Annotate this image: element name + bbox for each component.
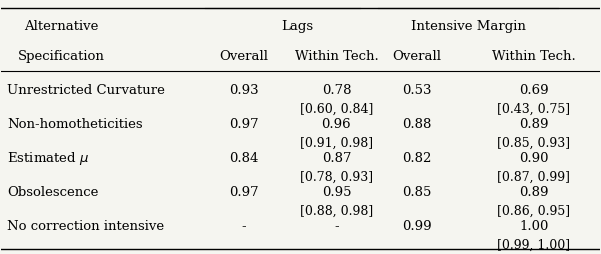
Text: Within Tech.: Within Tech.	[294, 50, 378, 63]
Text: [0.43, 0.75]: [0.43, 0.75]	[497, 103, 570, 116]
Text: 0.97: 0.97	[229, 118, 258, 131]
Text: Unrestricted Curvature: Unrestricted Curvature	[7, 84, 165, 97]
Text: [0.87, 0.99]: [0.87, 0.99]	[497, 170, 570, 183]
Text: Overall: Overall	[219, 50, 268, 63]
Text: Non-homotheticities: Non-homotheticities	[7, 118, 143, 131]
Text: [0.86, 0.95]: [0.86, 0.95]	[497, 204, 570, 217]
Text: Specification: Specification	[18, 50, 105, 63]
Text: Overall: Overall	[392, 50, 442, 63]
Text: [0.91, 0.98]: [0.91, 0.98]	[300, 136, 373, 149]
Text: Within Tech.: Within Tech.	[492, 50, 576, 63]
Text: 0.82: 0.82	[403, 152, 432, 165]
Text: No correction intensive: No correction intensive	[7, 219, 165, 232]
Text: 0.87: 0.87	[322, 152, 351, 165]
Text: Estimated $\mu$: Estimated $\mu$	[7, 150, 90, 166]
Text: 0.93: 0.93	[229, 84, 258, 97]
Text: Intensive Margin: Intensive Margin	[410, 20, 525, 33]
Text: 0.78: 0.78	[322, 84, 351, 97]
Text: 0.96: 0.96	[322, 118, 351, 131]
Text: 0.89: 0.89	[519, 118, 549, 131]
Text: 0.85: 0.85	[403, 185, 432, 198]
Text: 0.69: 0.69	[519, 84, 549, 97]
Text: [0.99, 1.00]: [0.99, 1.00]	[497, 238, 570, 251]
Text: 0.88: 0.88	[403, 118, 432, 131]
Text: Alternative: Alternative	[24, 20, 99, 33]
Text: 0.97: 0.97	[229, 185, 258, 198]
Text: 0.95: 0.95	[322, 185, 351, 198]
Text: -: -	[334, 219, 339, 232]
Text: [0.85, 0.93]: [0.85, 0.93]	[497, 136, 570, 149]
Text: [0.60, 0.84]: [0.60, 0.84]	[300, 103, 373, 116]
Text: 0.84: 0.84	[229, 152, 258, 165]
Text: Obsolescence: Obsolescence	[7, 185, 99, 198]
Text: 1.00: 1.00	[519, 219, 549, 232]
Text: -: -	[242, 219, 246, 232]
Text: 0.90: 0.90	[519, 152, 549, 165]
Text: 0.53: 0.53	[403, 84, 432, 97]
Text: 0.89: 0.89	[519, 185, 549, 198]
Text: [0.88, 0.98]: [0.88, 0.98]	[300, 204, 373, 217]
Text: 0.99: 0.99	[402, 219, 432, 232]
Text: Lags: Lags	[281, 20, 314, 33]
Text: [0.78, 0.93]: [0.78, 0.93]	[300, 170, 373, 183]
